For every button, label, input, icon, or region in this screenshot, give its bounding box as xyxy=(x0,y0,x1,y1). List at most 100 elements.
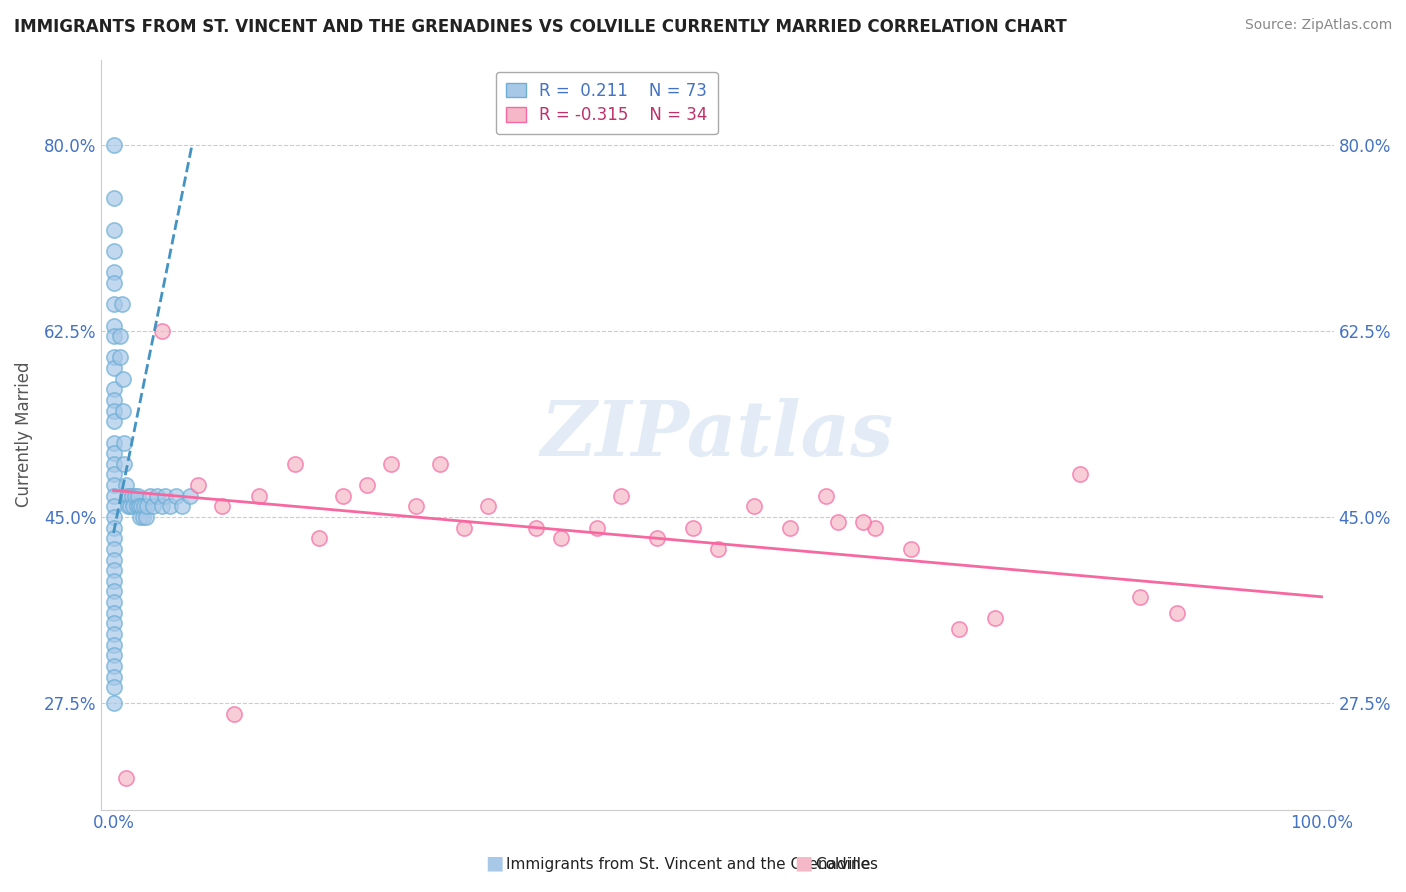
Point xyxy=(150,500,173,514)
Point xyxy=(211,500,233,514)
Point xyxy=(103,318,125,333)
Point xyxy=(103,351,125,365)
Point xyxy=(1166,606,1188,620)
Text: ■: ■ xyxy=(794,854,813,872)
Point xyxy=(900,541,922,556)
Point xyxy=(103,541,125,556)
Point xyxy=(112,457,135,471)
Point xyxy=(103,435,125,450)
Point xyxy=(125,500,148,514)
Text: ■: ■ xyxy=(485,854,503,872)
Point xyxy=(103,638,125,652)
Point xyxy=(103,521,125,535)
Text: Source: ZipAtlas.com: Source: ZipAtlas.com xyxy=(1244,18,1392,32)
Text: IMMIGRANTS FROM ST. VINCENT AND THE GRENADINES VS COLVILLE CURRENTLY MARRIED COR: IMMIGRANTS FROM ST. VINCENT AND THE GREN… xyxy=(14,18,1067,36)
Point xyxy=(1129,590,1152,604)
Point xyxy=(380,457,402,471)
Point xyxy=(103,648,125,663)
Point xyxy=(550,531,572,545)
Point xyxy=(308,531,330,545)
Point xyxy=(103,574,125,588)
Point xyxy=(103,627,125,641)
Point xyxy=(118,489,141,503)
Point xyxy=(645,531,668,545)
Point xyxy=(115,489,138,503)
Point xyxy=(103,680,125,694)
Point xyxy=(103,563,125,577)
Y-axis label: Currently Married: Currently Married xyxy=(15,362,32,508)
Point xyxy=(103,414,125,428)
Point xyxy=(128,500,150,514)
Point xyxy=(103,137,125,152)
Point xyxy=(103,191,125,205)
Point xyxy=(112,372,135,386)
Point xyxy=(103,510,125,524)
Point xyxy=(103,223,125,237)
Point xyxy=(114,478,136,492)
Point xyxy=(146,489,169,503)
Point xyxy=(477,500,499,514)
Point xyxy=(103,552,125,566)
Point xyxy=(405,500,427,514)
Point xyxy=(121,489,143,503)
Point xyxy=(124,489,146,503)
Point xyxy=(863,521,886,535)
Point xyxy=(131,500,153,514)
Point xyxy=(103,659,125,673)
Point xyxy=(827,516,849,530)
Point xyxy=(108,351,131,365)
Point xyxy=(139,489,162,503)
Point xyxy=(103,244,125,258)
Point xyxy=(103,467,125,482)
Point xyxy=(103,489,125,503)
Point xyxy=(103,500,125,514)
Point xyxy=(127,489,149,503)
Point xyxy=(779,521,801,535)
Point xyxy=(179,489,201,503)
Point xyxy=(103,616,125,631)
Point xyxy=(851,516,873,530)
Point xyxy=(815,489,838,503)
Point xyxy=(120,500,142,514)
Legend: R =  0.211    N = 73, R = -0.315    N = 34: R = 0.211 N = 73, R = -0.315 N = 34 xyxy=(496,71,717,135)
Point xyxy=(135,510,157,524)
Point xyxy=(948,622,970,636)
Point xyxy=(111,297,134,311)
Point xyxy=(742,500,765,514)
Point xyxy=(429,457,451,471)
Point xyxy=(136,500,159,514)
Point xyxy=(103,392,125,407)
Point xyxy=(103,584,125,599)
Text: Colville: Colville xyxy=(815,857,870,872)
Point xyxy=(103,669,125,683)
Point xyxy=(103,265,125,279)
Point xyxy=(132,500,155,514)
Point xyxy=(165,489,187,503)
Point xyxy=(159,500,181,514)
Point xyxy=(224,706,246,721)
Point xyxy=(103,276,125,290)
Point xyxy=(103,403,125,417)
Point xyxy=(103,457,125,471)
Point xyxy=(284,457,307,471)
Point xyxy=(453,521,475,535)
Point xyxy=(129,510,152,524)
Point xyxy=(356,478,378,492)
Point xyxy=(117,500,139,514)
Text: Immigrants from St. Vincent and the Grenadines: Immigrants from St. Vincent and the Gren… xyxy=(506,857,879,872)
Point xyxy=(103,595,125,609)
Point xyxy=(142,500,165,514)
Point xyxy=(524,521,547,535)
Point xyxy=(610,489,633,503)
Point xyxy=(682,521,704,535)
Point xyxy=(103,361,125,376)
Point xyxy=(332,489,354,503)
Point xyxy=(103,696,125,710)
Point xyxy=(112,435,135,450)
Point xyxy=(103,606,125,620)
Point xyxy=(108,329,131,343)
Point xyxy=(103,297,125,311)
Point xyxy=(706,541,728,556)
Point xyxy=(122,500,145,514)
Point xyxy=(150,324,173,338)
